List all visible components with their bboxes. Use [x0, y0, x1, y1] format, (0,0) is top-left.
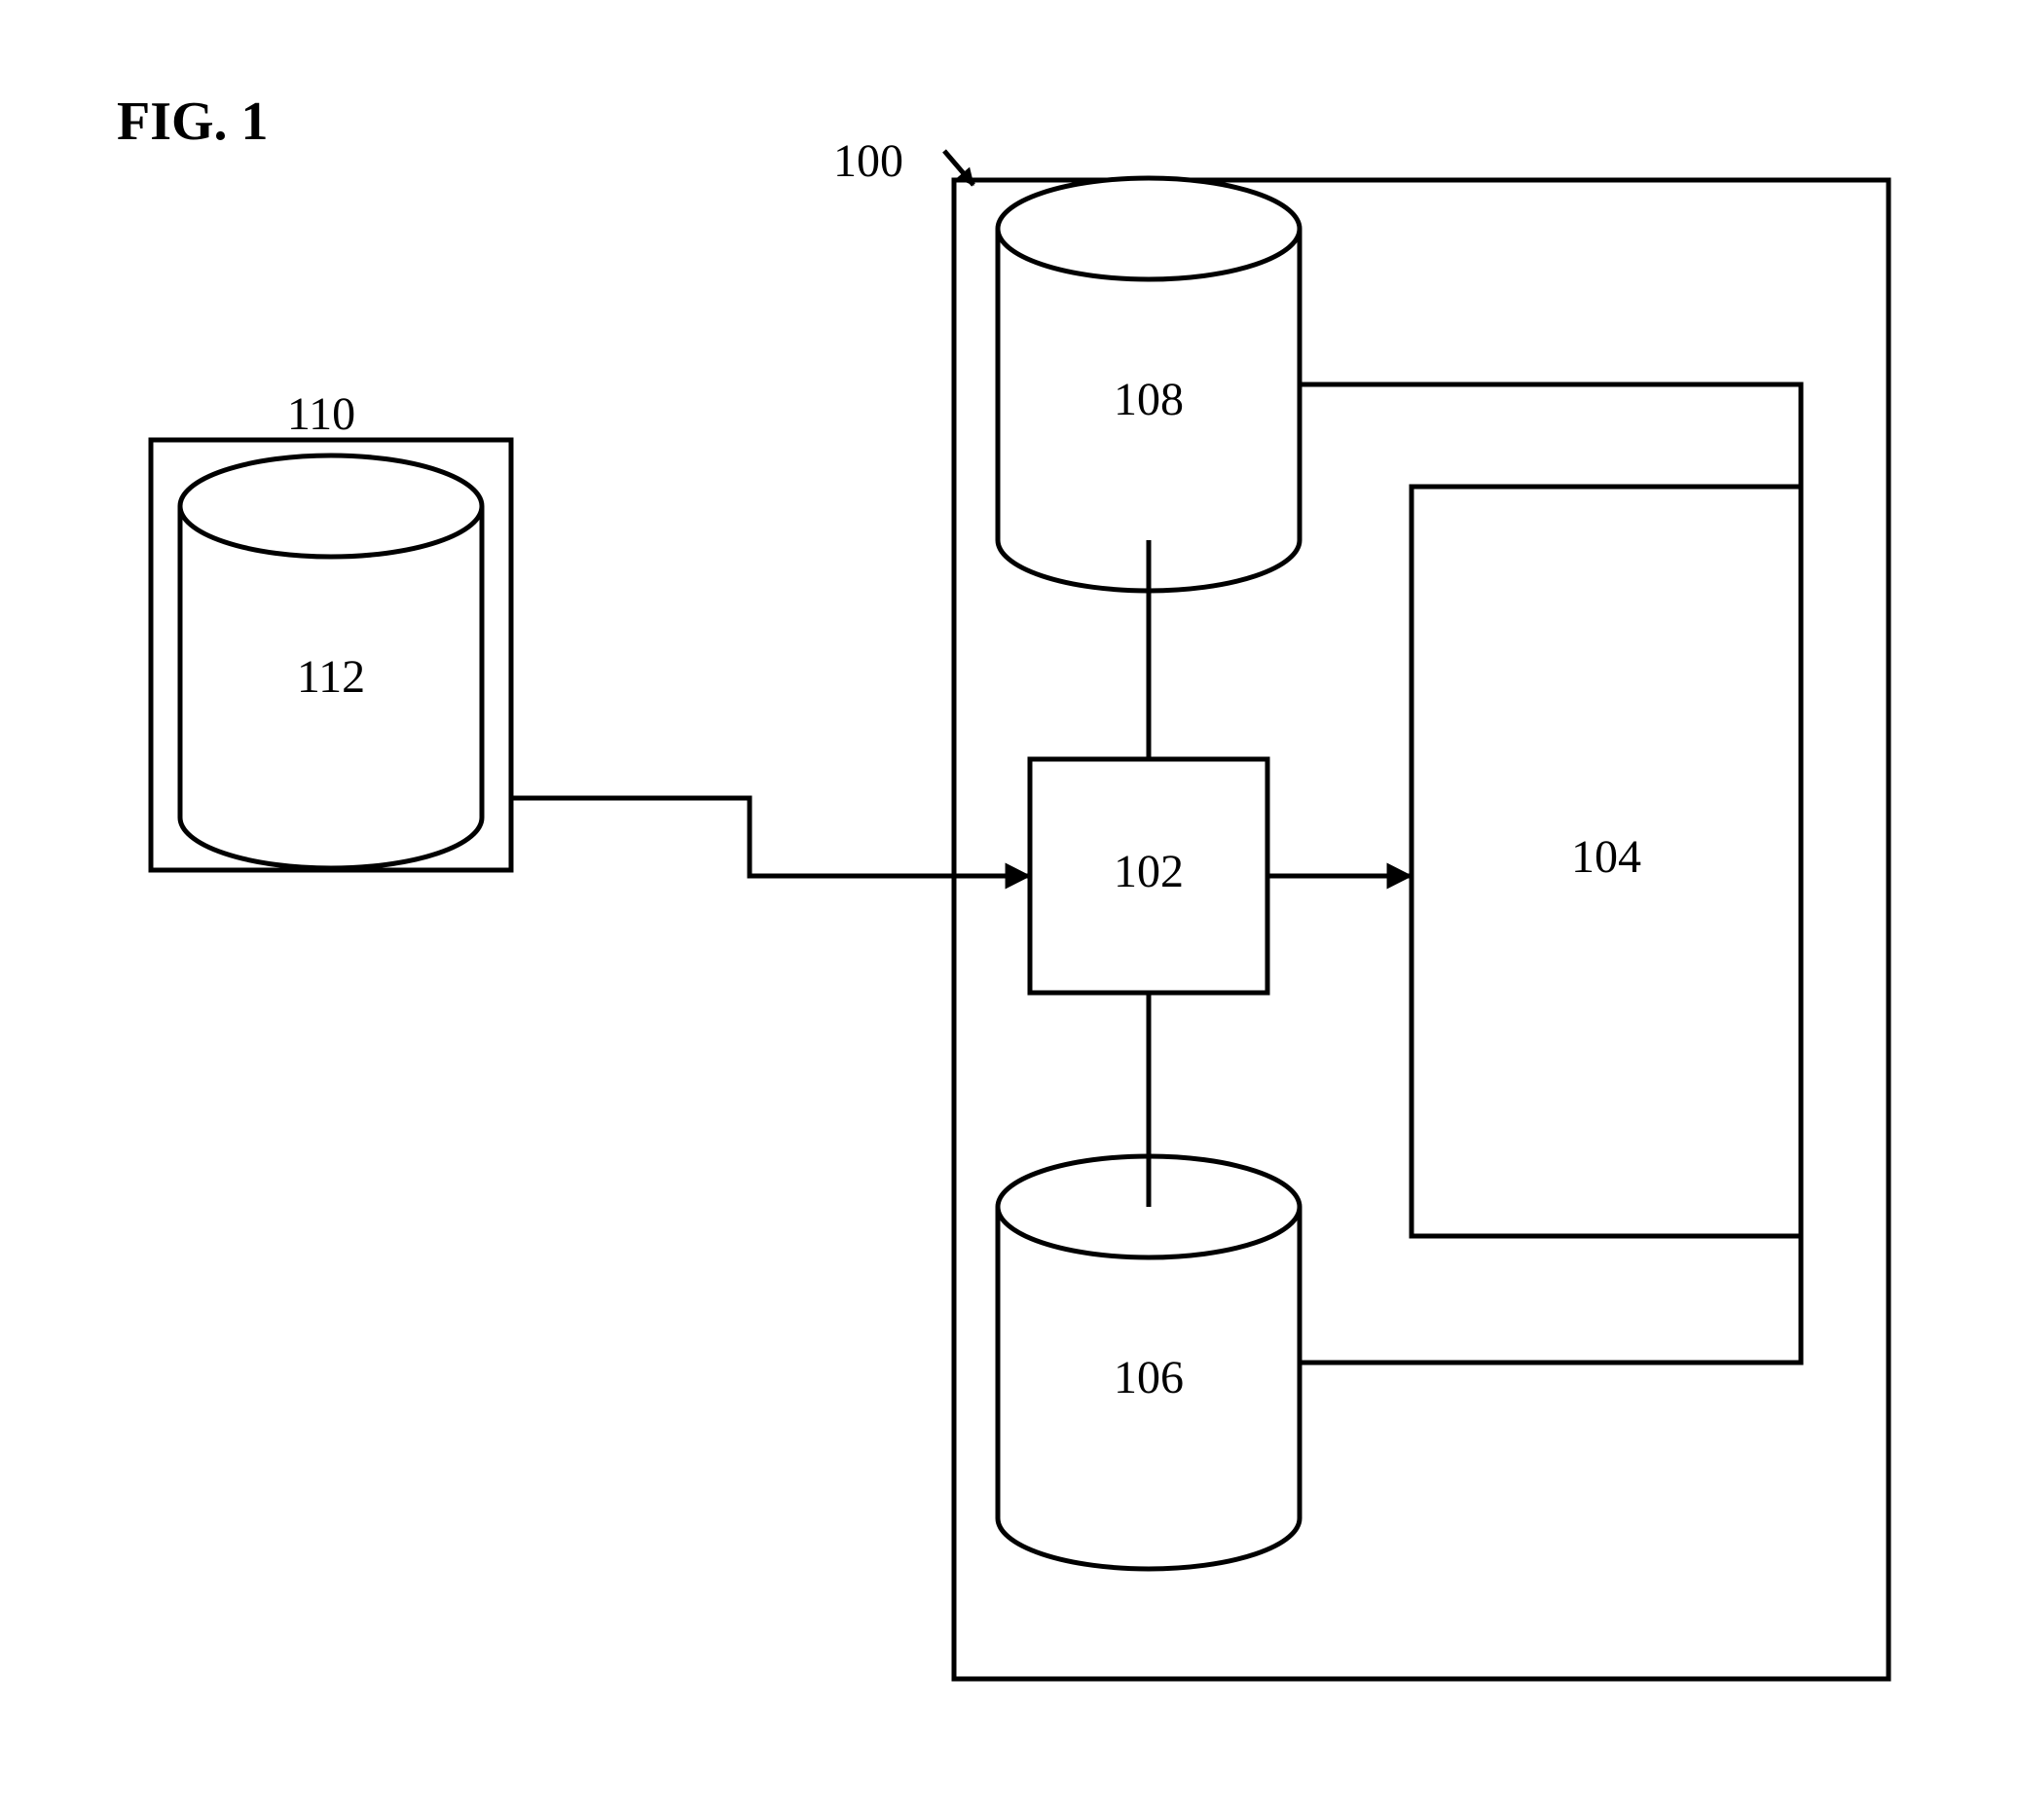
db-108-label: 108 [1114, 374, 1184, 425]
arrow-112-102-head [1006, 863, 1030, 888]
block-102-label: 102 [1114, 846, 1184, 897]
diagram-canvas: FIG. 1 100 110 112 108 106 102 104 [0, 0, 2018, 1820]
db-112-top [180, 455, 482, 557]
db-106-label: 106 [1114, 1352, 1184, 1403]
figure-title: FIG. 1 [117, 91, 269, 152]
block-104-label: 104 [1571, 831, 1641, 883]
db-112-label: 112 [297, 651, 365, 703]
ref-110-label: 110 [287, 388, 355, 440]
ref-100-label: 100 [833, 135, 903, 187]
conn-106-104 [1300, 1236, 1801, 1363]
conn-108-104 [1300, 384, 1801, 487]
arrow-102-104-head [1387, 863, 1412, 888]
db-108-top [998, 178, 1300, 279]
